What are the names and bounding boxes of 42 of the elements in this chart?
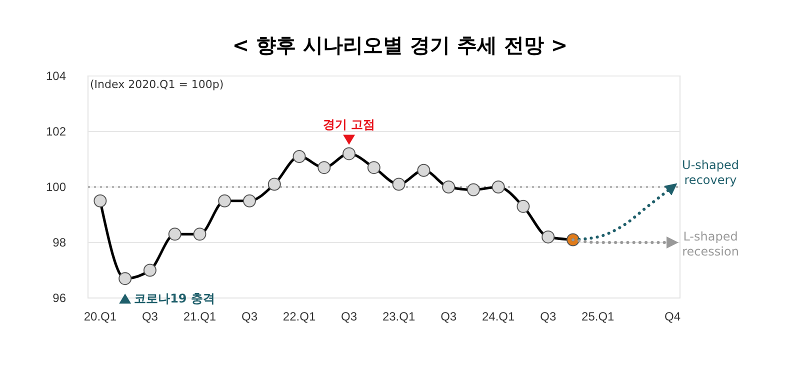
point [466,183,480,196]
y-tick-label: 100 [46,180,66,194]
point [542,230,555,244]
point [516,200,530,213]
point [342,147,356,160]
x-tick-label: 20.Q1 [84,310,117,324]
y-tick-label: 98 [52,235,66,250]
annotation: 코로나19 충격 [134,292,215,306]
point [367,161,380,174]
x-tick-label: 24.Q1 [482,310,516,324]
series-label: U-shaped recovery [682,158,740,187]
point [218,194,232,208]
chart-title: < 향후 시나리오별 경기 추세 전망 > [232,33,568,57]
x-tick-label: Q3 [540,310,556,324]
point [193,228,206,241]
x-tick-label: Q3 [241,310,258,324]
annotation: 경기 고점 [322,118,376,132]
point [417,164,430,177]
point [318,161,331,174]
y-tick-label: 104 [46,68,66,83]
y-tick-label: 102 [46,124,66,138]
series-label: L-shaped recession [682,230,739,258]
point [94,194,107,208]
y-tick-label: 96 [52,290,66,305]
x-tick-label: 25.Q1 [582,310,615,324]
point [168,228,182,241]
point [492,180,505,194]
x-tick-label: 21.Q1 [183,310,216,324]
point [143,264,156,277]
x-tick-label: Q3 [142,310,158,324]
point [292,150,306,163]
x-tick-label: 23.Q1 [382,310,416,324]
x-tick-label: Q3 [440,310,457,324]
point [118,272,132,286]
annotation: (Index 2020.Q1 = 100p) [90,78,224,91]
x-tick-label: Q4 [664,310,681,324]
point [392,178,406,191]
point [442,180,456,194]
x-tick-label: 22.Q1 [282,310,316,324]
point [243,194,256,208]
point [268,178,281,191]
x-tick-label: Q3 [341,310,358,324]
